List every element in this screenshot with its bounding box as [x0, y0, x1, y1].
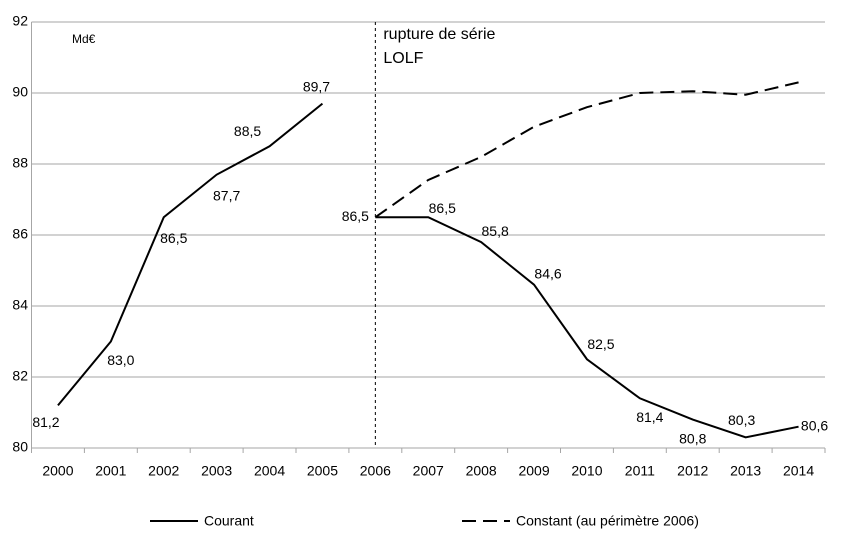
- data-label: 80,3: [728, 412, 755, 428]
- data-label: 81,4: [636, 409, 663, 425]
- y-tick-label: 80: [12, 439, 28, 455]
- data-label: 85,8: [482, 223, 509, 239]
- x-tick-label: 2002: [148, 463, 179, 479]
- x-tick-label: 2012: [677, 463, 708, 479]
- x-tick-label: 2005: [307, 463, 338, 479]
- y-tick-label: 84: [12, 297, 28, 313]
- data-label: 86,5: [342, 208, 369, 224]
- data-label: 80,8: [679, 430, 706, 446]
- line-series: [374, 81, 799, 219]
- line-series: [375, 216, 799, 439]
- annotation: LOLF: [383, 50, 423, 67]
- data-label: 86,5: [160, 230, 187, 246]
- x-tick-label: 2007: [413, 463, 444, 479]
- y-tick-label: 90: [12, 84, 28, 100]
- data-label: 88,5: [234, 123, 261, 139]
- annotation: rupture de série: [383, 26, 495, 43]
- x-tick-label: 2000: [42, 463, 73, 479]
- x-tick-label: 2009: [518, 463, 549, 479]
- x-tick-label: 2013: [730, 463, 761, 479]
- y-tick-label: 86: [12, 226, 28, 242]
- x-tick-label: 2014: [783, 463, 814, 479]
- legend-label: Courant: [204, 513, 254, 529]
- x-tick-label: 2010: [571, 463, 602, 479]
- unit-label: Md€: [72, 32, 96, 46]
- x-tick-label: 2003: [201, 463, 232, 479]
- data-label: 89,7: [303, 78, 330, 94]
- data-label: 81,2: [32, 414, 59, 430]
- line-series: [57, 102, 324, 407]
- data-label: 87,7: [213, 187, 240, 203]
- data-label: 84,6: [534, 265, 561, 281]
- data-label: 82,5: [587, 336, 614, 352]
- y-tick-label: 82: [12, 368, 28, 384]
- x-tick-label: 2004: [254, 463, 285, 479]
- data-label: 86,5: [429, 200, 456, 216]
- y-tick-label: 88: [12, 155, 28, 171]
- x-tick-label: 2006: [360, 463, 391, 479]
- data-label: 83,0: [107, 352, 134, 368]
- legend-label: Constant (au périmètre 2006): [516, 513, 699, 529]
- x-tick-label: 2011: [625, 463, 655, 479]
- data-label: 80,6: [801, 417, 828, 433]
- x-tick-label: 2001: [95, 463, 126, 479]
- x-tick-label: 2008: [466, 463, 497, 479]
- y-tick-label: 92: [12, 13, 28, 29]
